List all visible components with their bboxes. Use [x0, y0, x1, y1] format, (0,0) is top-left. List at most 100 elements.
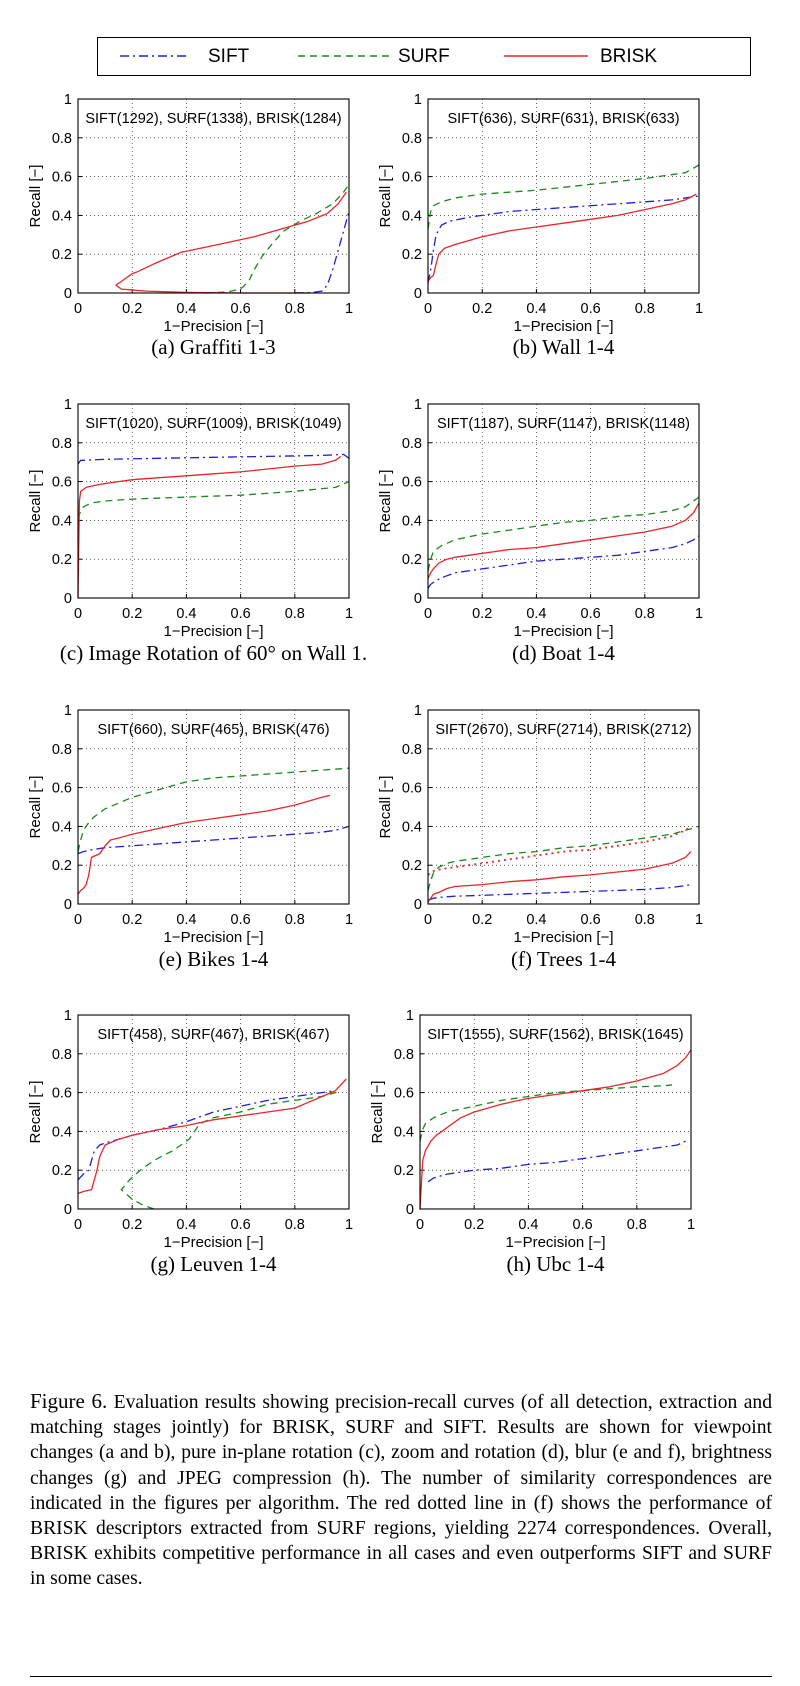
legend-graphic: SIFT SURF BRISK: [120, 46, 657, 67]
y-tick-label: 1: [406, 1008, 414, 1024]
y-tick-label: 0: [64, 897, 72, 913]
subfigure-caption: (d) Boat 1-4: [512, 641, 615, 665]
y-tick-label: 1: [414, 397, 422, 413]
y-tick-label: 0.4: [52, 819, 72, 835]
x-tick-label: 1: [345, 301, 353, 317]
x-tick-label: 0.2: [122, 1217, 142, 1233]
plot-frame: [427, 98, 700, 294]
series-group: [419, 1049, 692, 1210]
y-tick-label: 0: [64, 1202, 72, 1218]
x-tick-label: 0.6: [231, 606, 251, 622]
y-tick-label: 0.4: [402, 819, 422, 835]
x-axis-label: 1−Precision [−]: [163, 623, 263, 640]
correspondence-counts: SIFT(1020), SURF(1009), BRISK(1049): [85, 416, 341, 432]
y-tick-label: 1: [64, 92, 72, 108]
x-tick-label: 0.8: [635, 301, 655, 317]
x-tick-label: 0.8: [285, 912, 305, 928]
y-tick-label: 0.6: [52, 475, 72, 491]
chart-panel-0: 0 0.2 0.4 0.6 0.8 1 0 0.2 0.4 0.6 0.8 1 SIFT(1292), …: [18, 87, 369, 341]
series-line-sift: [427, 195, 700, 284]
series-line-brisk: [77, 1078, 347, 1195]
y-tick-label: 0.2: [52, 1163, 72, 1179]
correspondence-counts: SIFT(2670), SURF(2714), BRISK(2712): [435, 722, 691, 738]
y-axis-label: Recall [−]: [27, 470, 44, 533]
x-tick-label: 1: [687, 1217, 695, 1233]
y-tick-label: 0.6: [52, 781, 72, 797]
x-tick-label: 0.4: [176, 606, 196, 622]
x-axis-label: 1−Precision [−]: [513, 318, 613, 335]
x-tick-label: 0: [74, 301, 82, 317]
y-tick-label: 0: [414, 591, 422, 607]
x-tick-label: 0.4: [526, 606, 546, 622]
x-tick-label: 0.6: [581, 912, 601, 928]
y-tick-label: 0.6: [394, 1086, 414, 1102]
y-tick-label: 0: [414, 286, 422, 302]
x-tick-label: 0.2: [122, 912, 142, 928]
x-tick-label: 1: [345, 912, 353, 928]
x-tick-label: 0.2: [472, 301, 492, 317]
chart-panel-1: 0 0.2 0.4 0.6 0.8 1 0 0.2 0.4 0.6 0.8 1 SIFT(636), S…: [368, 87, 719, 341]
plot-frame: [419, 1014, 692, 1210]
series-line-surf: [427, 164, 700, 230]
x-axis-label: 1−Precision [−]: [513, 623, 613, 640]
series-line-brisk: [419, 1049, 692, 1210]
series-group: [115, 184, 350, 294]
y-axis-label: Recall [−]: [27, 776, 44, 839]
y-tick-label: 0.6: [52, 1086, 72, 1102]
y-tick-label: 1: [414, 703, 422, 719]
x-tick-label: 1: [695, 301, 703, 317]
y-tick-label: 0.4: [402, 208, 422, 224]
legend-label-sift: SIFT: [208, 46, 250, 67]
y-tick-label: 0.4: [52, 1124, 72, 1140]
x-tick-label: 0.8: [285, 1217, 305, 1233]
series-line-brisk: [427, 193, 697, 282]
series-group: [427, 164, 700, 284]
y-tick-label: 0.2: [402, 247, 422, 263]
x-tick-label: 0.8: [285, 301, 305, 317]
correspondence-counts: SIFT(660), SURF(465), BRISK(476): [97, 722, 329, 738]
x-tick-label: 0.8: [285, 606, 305, 622]
series-line-sift: [427, 883, 692, 901]
y-tick-label: 0.8: [52, 742, 72, 758]
chart-0: 0 0.2 0.4 0.6 0.8 1 0 0.2 0.4 0.6 0.8 1 SIFT(1292), …: [27, 92, 353, 335]
series-line-sift: [77, 1090, 336, 1181]
series-line-brisk: [115, 191, 347, 294]
x-tick-label: 0: [74, 912, 82, 928]
series-line-brisk: [427, 502, 700, 579]
x-tick-label: 1: [345, 1217, 353, 1233]
y-tick-label: 0.8: [52, 436, 72, 452]
plot-frame: [77, 1014, 350, 1210]
y-tick-label: 0: [64, 286, 72, 302]
y-tick-label: 0.8: [52, 1047, 72, 1063]
legend-label-surf: SURF: [398, 46, 450, 67]
y-tick-label: 0.8: [402, 131, 422, 147]
x-axis-label: 1−Precision [−]: [163, 929, 263, 946]
x-axis-label: 1−Precision [−]: [163, 318, 263, 335]
correspondence-counts: SIFT(458), SURF(467), BRISK(467): [97, 1027, 329, 1043]
chart-3: 0 0.2 0.4 0.6 0.8 1 0 0.2 0.4 0.6 0.8 1 SIFT(1187), …: [377, 397, 703, 640]
chart-2: 0 0.2 0.4 0.6 0.8 1 0 0.2 0.4 0.6 0.8 1 SIFT(1020), …: [27, 397, 353, 640]
x-tick-label: 1: [695, 912, 703, 928]
x-tick-label: 1: [695, 606, 703, 622]
x-tick-label: 0: [424, 912, 432, 928]
x-tick-label: 0.2: [472, 606, 492, 622]
x-tick-label: 0.4: [518, 1217, 538, 1233]
x-tick-label: 0.2: [122, 301, 142, 317]
chart-5: 0 0.2 0.4 0.6 0.8 1 0 0.2 0.4 0.6 0.8 1 SIFT(2670), …: [377, 703, 703, 946]
x-tick-label: 0.4: [526, 912, 546, 928]
chart-7: 0 0.2 0.4 0.6 0.8 1 0 0.2 0.4 0.6 0.8 1 SIFT(1555), …: [369, 1008, 695, 1251]
y-axis-label: Recall [−]: [377, 470, 394, 533]
subfigure-caption: (c) Image Rotation of 60° on Wall 1.: [59, 641, 368, 665]
chart-panel-2: 0 0.2 0.4 0.6 0.8 1 0 0.2 0.4 0.6 0.8 1 SIFT(1020), …: [18, 392, 369, 646]
x-tick-label: 0.6: [231, 912, 251, 928]
y-tick-label: 0.2: [52, 247, 72, 263]
series-group: [427, 496, 700, 589]
chart-panel-3: 0 0.2 0.4 0.6 0.8 1 0 0.2 0.4 0.6 0.8 1 SIFT(1187), …: [368, 392, 719, 646]
series-line-brisk: [427, 851, 692, 903]
y-tick-label: 0.2: [52, 552, 72, 568]
y-axis-label: Recall [−]: [377, 776, 394, 839]
y-tick-label: 1: [64, 397, 72, 413]
y-tick-label: 0.4: [402, 513, 422, 529]
series-line-surf: [205, 184, 350, 294]
y-axis-label: Recall [−]: [377, 165, 394, 228]
